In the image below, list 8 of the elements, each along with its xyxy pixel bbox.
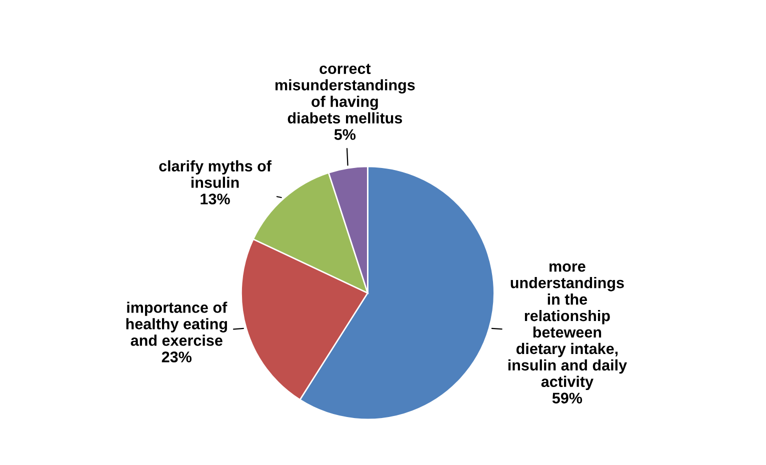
slice-label: clarify myths of insulin [159, 160, 272, 188]
data-label: 5% [334, 129, 356, 140]
data-label: 59% [552, 392, 582, 404]
slice-label: correct misunderstandings of having diabets mellitus [275, 64, 415, 124]
data-label: 13% [200, 194, 230, 204]
data-label: 23% [162, 352, 192, 362]
slice-label: more understandings in the relationship beteween dietary intake, insulin and daily activity [508, 263, 627, 390]
slice-label: importance of healthy eating and exercise [126, 302, 228, 346]
